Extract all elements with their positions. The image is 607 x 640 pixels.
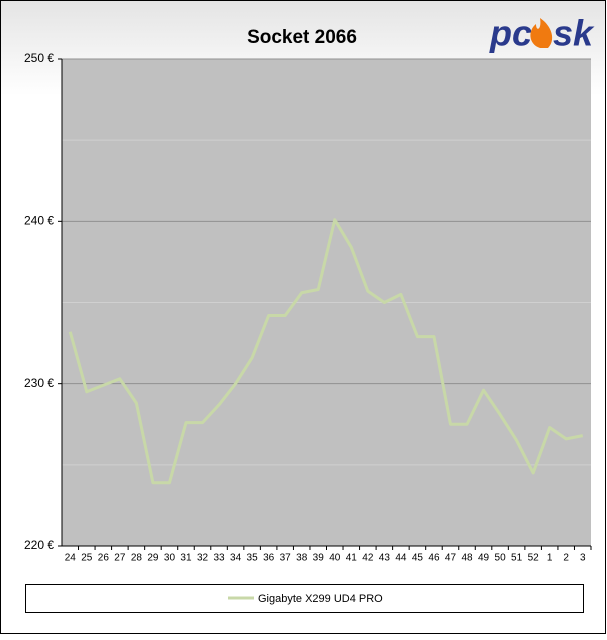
x-tick-label: 43 bbox=[379, 553, 391, 564]
x-tick-label: 30 bbox=[164, 553, 176, 564]
x-tick-label: 40 bbox=[329, 553, 341, 564]
data-line bbox=[68, 218, 584, 485]
x-tick-label: 42 bbox=[362, 553, 374, 564]
x-tick-label: 50 bbox=[495, 553, 507, 564]
logo: pc sk bbox=[489, 13, 595, 54]
x-tick-label: 39 bbox=[313, 553, 325, 564]
x-tick-label: 3 bbox=[580, 553, 586, 564]
x-tick-label: 32 bbox=[197, 553, 209, 564]
y-tick-label: 250 € bbox=[24, 51, 54, 65]
logo-text: pc bbox=[489, 13, 532, 54]
chart-title: Socket 2066 bbox=[247, 27, 357, 48]
y-tick-label: 230 € bbox=[24, 376, 54, 390]
y-tick-label: 220 € bbox=[24, 538, 54, 552]
legend-box bbox=[25, 584, 584, 613]
x-tick-label: 47 bbox=[445, 553, 457, 564]
x-tick-label: 33 bbox=[213, 553, 225, 564]
x-tick-label: 38 bbox=[296, 553, 308, 564]
x-tick-label: 49 bbox=[478, 553, 490, 564]
logo-text: sk bbox=[553, 13, 595, 54]
x-tick-label: 34 bbox=[230, 553, 242, 564]
x-tick-label: 41 bbox=[346, 553, 358, 564]
x-tick-label: 26 bbox=[98, 553, 110, 564]
x-tick-label: 48 bbox=[461, 553, 473, 564]
x-tick-label: 36 bbox=[263, 553, 275, 564]
x-tick-label: 24 bbox=[65, 553, 77, 564]
y-tick-label: 240 € bbox=[24, 214, 54, 228]
x-tick-label: 37 bbox=[280, 553, 292, 564]
legend-label: Gigabyte X299 UD4 PRO bbox=[258, 593, 383, 605]
x-tick-label: 31 bbox=[180, 553, 192, 564]
x-tick-label: 28 bbox=[131, 553, 143, 564]
x-tick-label: 25 bbox=[81, 553, 93, 564]
x-tick-label: 35 bbox=[247, 553, 259, 564]
x-tick-label: 29 bbox=[147, 553, 159, 564]
x-tick-label: 1 bbox=[547, 553, 553, 564]
x-tick-label: 27 bbox=[114, 553, 126, 564]
x-tick-label: 2 bbox=[563, 553, 569, 564]
logo-flame bbox=[530, 18, 553, 48]
x-tick-label: 52 bbox=[528, 553, 540, 564]
x-tick-label: 51 bbox=[511, 553, 523, 564]
x-tick-label: 44 bbox=[395, 553, 407, 564]
x-tick-label: 45 bbox=[412, 553, 424, 564]
x-tick-label: 46 bbox=[428, 553, 440, 564]
